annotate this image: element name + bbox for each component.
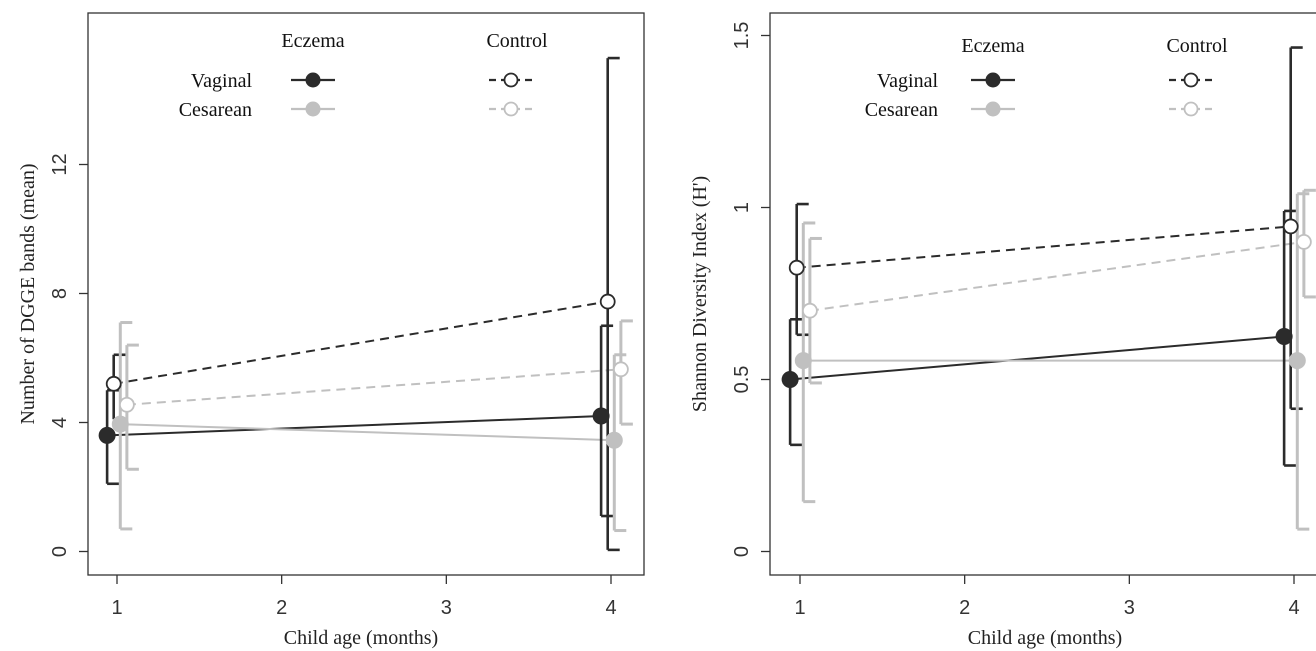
point-control-vaginal — [788, 259, 805, 276]
legend-header-control: Control — [486, 30, 548, 52]
x-tick-label: 1 — [111, 597, 122, 619]
series-line-control-cesarean — [126, 368, 621, 406]
y-tick-label: 1 — [731, 202, 753, 213]
point-control-cesarean — [612, 361, 629, 378]
point-control-vaginal — [105, 375, 122, 392]
y-tick-label: 1.5 — [731, 22, 753, 50]
chart-panel-2: 1 2 3 4 0 0.5 1 1.5 Child age (months) Shannon Di… — [689, 12, 1316, 649]
series-line-control-cesarean — [809, 240, 1305, 312]
legend-marker-control-cesarean — [1183, 101, 1199, 117]
plot-frame — [769, 12, 1316, 576]
legend: Eczema Control Vaginal Cesarean — [179, 30, 548, 121]
point-eczema-cesarean — [1288, 352, 1306, 370]
series-line-control-vaginal — [796, 225, 1291, 269]
point-control-cesarean — [801, 302, 818, 319]
legend-header-control: Control — [1166, 35, 1228, 57]
x-tick-label: 2 — [276, 597, 287, 619]
legend-row-cesarean: Cesarean — [865, 99, 938, 121]
x-tick-label: 1 — [794, 597, 805, 619]
x-tick-label: 3 — [441, 597, 452, 619]
legend-header-eczema: Eczema — [961, 35, 1024, 57]
plot-frame — [87, 12, 645, 576]
legend-marker-eczema-vaginal — [305, 72, 321, 88]
legend-marker-eczema-cesarean — [305, 101, 321, 117]
x-tick-label: 4 — [1288, 597, 1299, 619]
point-eczema-cesarean — [111, 415, 129, 433]
y-tick-label: 4 — [49, 417, 71, 428]
point-control-cesarean — [1295, 233, 1312, 250]
series-line-eczema-cesarean — [120, 423, 615, 442]
point-eczema-cesarean — [605, 431, 623, 449]
y-tick-label: 0.5 — [731, 366, 753, 394]
point-eczema-cesarean — [794, 352, 812, 370]
y-tick-label: 0 — [731, 546, 753, 557]
series-line-eczema-vaginal — [790, 335, 1285, 381]
x-tick-label: 4 — [605, 597, 616, 619]
legend-marker-eczema-cesarean — [985, 101, 1001, 117]
legend-header-eczema: Eczema — [281, 30, 344, 52]
legend-row-cesarean: Cesarean — [179, 99, 252, 121]
legend-row-vaginal: Vaginal — [191, 70, 253, 92]
y-axis-label: Shannon Diversity Index (H') — [689, 176, 711, 412]
point-control-vaginal — [599, 293, 616, 310]
legend-marker-control-vaginal — [503, 72, 519, 88]
x-axis-label: Child age (months) — [968, 627, 1122, 649]
y-axis-label: Number of DGGE bands (mean) — [17, 163, 39, 424]
x-tick-label: 3 — [1124, 597, 1135, 619]
point-eczema-vaginal — [98, 426, 116, 444]
legend-marker-control-vaginal — [1183, 72, 1199, 88]
y-tick-label: 0 — [49, 546, 71, 557]
point-control-vaginal — [1282, 218, 1299, 235]
legend-row-vaginal: Vaginal — [877, 70, 939, 92]
point-control-cesarean — [118, 396, 135, 413]
legend: Eczema Control Vaginal Cesarean — [865, 35, 1228, 121]
x-axis-label: Child age (months) — [284, 627, 438, 649]
point-eczema-vaginal — [1275, 328, 1293, 345]
point-eczema-vaginal — [592, 407, 610, 425]
point-eczema-vaginal — [781, 371, 799, 388]
series-line-eczema-vaginal — [107, 415, 602, 437]
legend-marker-control-cesarean — [503, 101, 519, 117]
y-tick-label: 12 — [49, 153, 71, 175]
y-tick-label: 8 — [49, 288, 71, 299]
x-tick-label: 2 — [959, 597, 970, 619]
legend-marker-eczema-vaginal — [985, 72, 1001, 88]
series-line-control-vaginal — [113, 300, 608, 385]
